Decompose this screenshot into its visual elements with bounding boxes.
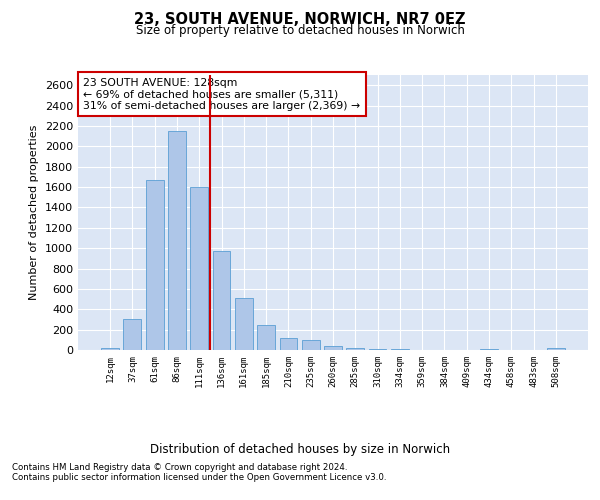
Bar [101, 348, 119, 350]
Bar [280, 338, 298, 350]
Text: Distribution of detached houses by size in Norwich: Distribution of detached houses by size … [150, 442, 450, 456]
Bar [547, 348, 565, 350]
Bar [324, 346, 342, 350]
Bar [168, 131, 186, 350]
Text: Contains public sector information licensed under the Open Government Licence v3: Contains public sector information licen… [12, 472, 386, 482]
Bar [124, 320, 142, 350]
Text: Size of property relative to detached houses in Norwich: Size of property relative to detached ho… [136, 24, 464, 37]
Bar [346, 348, 364, 350]
Bar [368, 349, 386, 350]
Text: Contains HM Land Registry data © Crown copyright and database right 2024.: Contains HM Land Registry data © Crown c… [12, 462, 347, 471]
Bar [257, 325, 275, 350]
Bar [212, 251, 230, 350]
Text: 23, SOUTH AVENUE, NORWICH, NR7 0EZ: 23, SOUTH AVENUE, NORWICH, NR7 0EZ [134, 12, 466, 28]
Bar [235, 298, 253, 350]
Bar [302, 340, 320, 350]
Bar [146, 180, 164, 350]
Text: 23 SOUTH AVENUE: 128sqm
← 69% of detached houses are smaller (5,311)
31% of semi: 23 SOUTH AVENUE: 128sqm ← 69% of detache… [83, 78, 360, 111]
Y-axis label: Number of detached properties: Number of detached properties [29, 125, 40, 300]
Bar [190, 187, 208, 350]
